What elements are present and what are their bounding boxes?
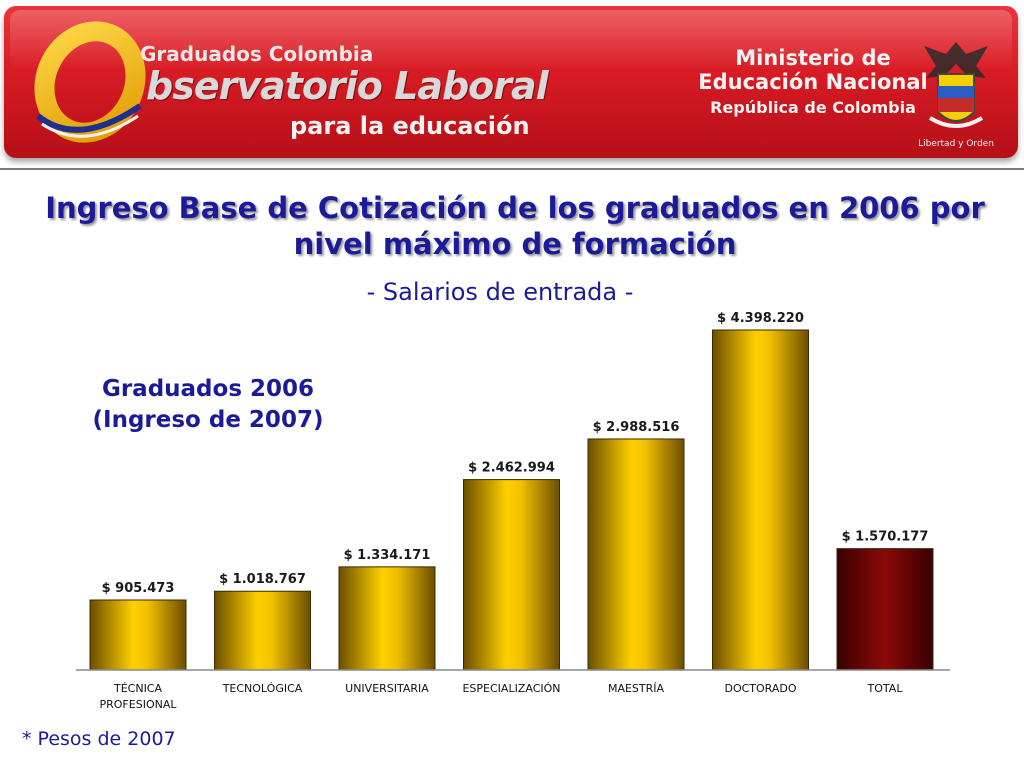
category-label: PROFESIONAL bbox=[100, 698, 178, 711]
bar-2 bbox=[214, 590, 311, 671]
bar-value-label: $ 1.018.767 bbox=[219, 572, 306, 587]
bar-value-label: $ 1.570.177 bbox=[842, 530, 929, 545]
banner-gloss bbox=[10, 10, 1012, 70]
bar-value-label: $ 4.398.220 bbox=[717, 311, 804, 326]
logo-line-observatorio: bservatorio Laboral bbox=[146, 64, 549, 108]
bar-7 bbox=[836, 548, 934, 671]
category-label: UNIVERSITARIA bbox=[345, 682, 429, 695]
logo-ring-icon bbox=[34, 21, 146, 143]
chart-subtitle: - Salarios de entrada - bbox=[366, 278, 634, 306]
crest-motto: Libertad y Orden bbox=[918, 139, 994, 149]
ministry-line-1: Ministerio de bbox=[735, 46, 891, 70]
bar-group: $ 905.473 TÉCNICA PROFESIONAL $ 1.018.767 TE… bbox=[89, 311, 934, 711]
category-label: TOTAL bbox=[867, 682, 904, 695]
bar-3 bbox=[338, 566, 436, 671]
header-banner: Graduados Colombia bservatorio Laboral p… bbox=[4, 6, 1018, 158]
bar-value-label: $ 905.473 bbox=[102, 581, 175, 596]
bar-value-label: $ 1.334.171 bbox=[344, 548, 431, 563]
footnote: * Pesos de 2007 bbox=[22, 728, 176, 750]
annotation-line-2: (Ingreso de 2007) bbox=[92, 407, 324, 433]
colombia-crest-icon: Libertad y Orden bbox=[918, 42, 994, 149]
bar-1 bbox=[89, 599, 187, 671]
bar-value-label: $ 2.462.994 bbox=[468, 461, 555, 476]
category-label: ESPECIALIZACIÓN bbox=[462, 682, 560, 695]
bar-5 bbox=[587, 438, 685, 671]
category-label: DOCTORADO bbox=[724, 682, 796, 695]
category-label: TÉCNICA bbox=[113, 682, 163, 695]
bar-4 bbox=[463, 479, 560, 671]
header-divider bbox=[0, 168, 1024, 170]
logo-line-educacion: para la educación bbox=[290, 112, 530, 140]
category-label: TECNOLÓGICA bbox=[222, 682, 303, 695]
category-label: MAESTRÍA bbox=[608, 682, 665, 695]
observatorio-logo: Graduados Colombia bservatorio Laboral p… bbox=[28, 20, 549, 150]
ministry-line-3: República de Colombia bbox=[710, 98, 916, 117]
annotation-line-1: Graduados 2006 bbox=[101, 376, 315, 402]
bar-value-label: $ 2.988.516 bbox=[593, 420, 680, 435]
chart-title: Ingreso Base de Cotización de los gradua… bbox=[45, 191, 985, 261]
bar-6 bbox=[712, 329, 809, 671]
logo-line-graduados: Graduados Colombia bbox=[140, 42, 374, 66]
ministry-line-2: Educación Nacional bbox=[698, 70, 928, 94]
chart-annotation: Graduados 2006 (Ingreso de 2007) bbox=[68, 374, 348, 436]
ministry-logo: Ministerio de Educación Nacional Repúbli… bbox=[698, 46, 928, 117]
